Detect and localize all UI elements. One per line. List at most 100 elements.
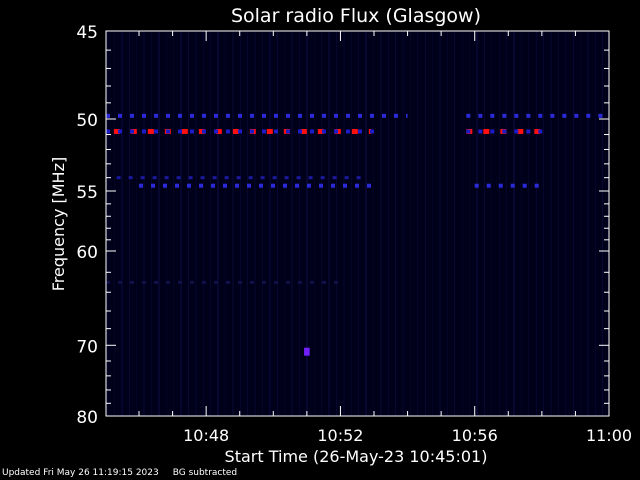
band-segment bbox=[212, 176, 217, 180]
band-segment bbox=[586, 113, 591, 118]
band-segment bbox=[166, 113, 170, 118]
band-segment bbox=[139, 183, 144, 188]
noise-stripe bbox=[381, 31, 382, 416]
band-segment bbox=[298, 280, 302, 284]
band-segment bbox=[214, 129, 218, 134]
noise-stripe bbox=[514, 31, 515, 416]
x-axis-label: Start Time (26-May-23 10:45:01) bbox=[225, 447, 488, 466]
band-segment bbox=[147, 128, 154, 134]
noise-stripe bbox=[291, 31, 292, 416]
noise-stripe bbox=[417, 31, 418, 416]
band-segment bbox=[211, 183, 216, 188]
band-segment bbox=[266, 128, 273, 134]
noise-stripe bbox=[232, 31, 233, 416]
band-segment bbox=[514, 129, 519, 134]
band-segment bbox=[534, 183, 539, 188]
band-segment bbox=[140, 176, 145, 180]
band-segment bbox=[226, 129, 230, 134]
noise-stripe bbox=[476, 31, 477, 416]
noise-stripe bbox=[247, 31, 248, 416]
band-segment bbox=[274, 280, 278, 284]
plot-background bbox=[106, 31, 609, 416]
band-segment bbox=[466, 113, 471, 118]
band-segment bbox=[526, 113, 531, 118]
band-segment bbox=[130, 280, 134, 284]
noise-stripe bbox=[196, 31, 197, 416]
y-tick-label: 80 bbox=[76, 408, 98, 428]
noise-stripe bbox=[122, 31, 123, 416]
band-segment bbox=[202, 129, 206, 134]
band-segment bbox=[486, 183, 491, 188]
band-segment bbox=[130, 113, 134, 118]
band-segment bbox=[226, 113, 230, 118]
band-segment bbox=[190, 113, 194, 118]
band-segment bbox=[178, 280, 182, 284]
band-segment bbox=[178, 129, 182, 134]
band-segment bbox=[308, 176, 313, 180]
band-segment bbox=[238, 280, 242, 284]
band-segment bbox=[286, 129, 290, 134]
noise-stripe bbox=[203, 31, 204, 416]
y-axis-label: Frequency [MHz] bbox=[49, 157, 68, 291]
band-segment bbox=[116, 176, 121, 180]
band-segment bbox=[200, 176, 205, 180]
band-segment bbox=[346, 129, 350, 134]
band-segment bbox=[154, 113, 158, 118]
noise-stripe bbox=[159, 31, 160, 416]
noise-stripe bbox=[240, 31, 241, 416]
x-tick-label: 10:56 bbox=[452, 426, 498, 445]
noise-stripe bbox=[425, 31, 426, 416]
band-segment bbox=[176, 176, 181, 180]
band-segment bbox=[298, 113, 302, 118]
noise-stripe bbox=[254, 31, 255, 416]
noise-stripe bbox=[321, 31, 322, 416]
y-tick-label: 50 bbox=[76, 111, 98, 131]
footer: Updated Fri May 26 11:19:15 2023 BG subtr… bbox=[2, 468, 251, 478]
plot-area: 45 50 55 60 70 80 10:48 10:52 10:56 11:00 bbox=[76, 23, 632, 445]
noise-stripe bbox=[233, 31, 234, 416]
noise-stripe bbox=[262, 31, 263, 416]
noise-stripe bbox=[521, 31, 522, 416]
band-segment bbox=[262, 113, 266, 118]
band-segment bbox=[300, 128, 307, 134]
band-segment bbox=[271, 183, 276, 188]
band-segment bbox=[215, 128, 222, 134]
band-segment bbox=[175, 183, 180, 188]
band-segment bbox=[394, 113, 398, 118]
footer-updated: Updated Fri May 26 11:19:15 2023 bbox=[2, 468, 159, 478]
noise-stripe bbox=[270, 31, 271, 416]
band-segment bbox=[262, 280, 266, 284]
band-segment bbox=[166, 129, 170, 134]
noise-stripe bbox=[344, 31, 345, 416]
band-segment bbox=[320, 176, 325, 180]
noise-stripe bbox=[551, 31, 552, 416]
noise-stripe bbox=[536, 31, 537, 416]
noise-stripe bbox=[284, 31, 285, 416]
noise-stripe bbox=[373, 31, 374, 416]
band-segment bbox=[307, 183, 312, 188]
noise-stripe bbox=[528, 31, 529, 416]
band-segment bbox=[164, 176, 169, 180]
band-segment bbox=[214, 280, 218, 284]
noise-stripe bbox=[513, 31, 514, 416]
band-segment bbox=[367, 183, 372, 188]
noise-stripe bbox=[447, 31, 448, 416]
band-segment bbox=[118, 113, 122, 118]
band-segment bbox=[226, 280, 230, 284]
noise-stripe bbox=[217, 31, 218, 416]
band-segment bbox=[466, 129, 471, 134]
noise-stripe bbox=[129, 31, 130, 416]
band-segment bbox=[272, 176, 277, 180]
noise-stripe bbox=[462, 31, 463, 416]
band-segment bbox=[483, 128, 490, 134]
noise-stripe bbox=[299, 31, 300, 416]
band-segment bbox=[199, 183, 204, 188]
noise-stripe bbox=[181, 31, 182, 416]
band-segment bbox=[284, 176, 289, 180]
noise-stripe bbox=[365, 31, 366, 416]
band-segment bbox=[154, 280, 158, 284]
band-segment bbox=[223, 183, 228, 188]
noise-stripe bbox=[225, 31, 226, 416]
band-segment bbox=[247, 183, 252, 188]
band-segment bbox=[598, 113, 603, 118]
